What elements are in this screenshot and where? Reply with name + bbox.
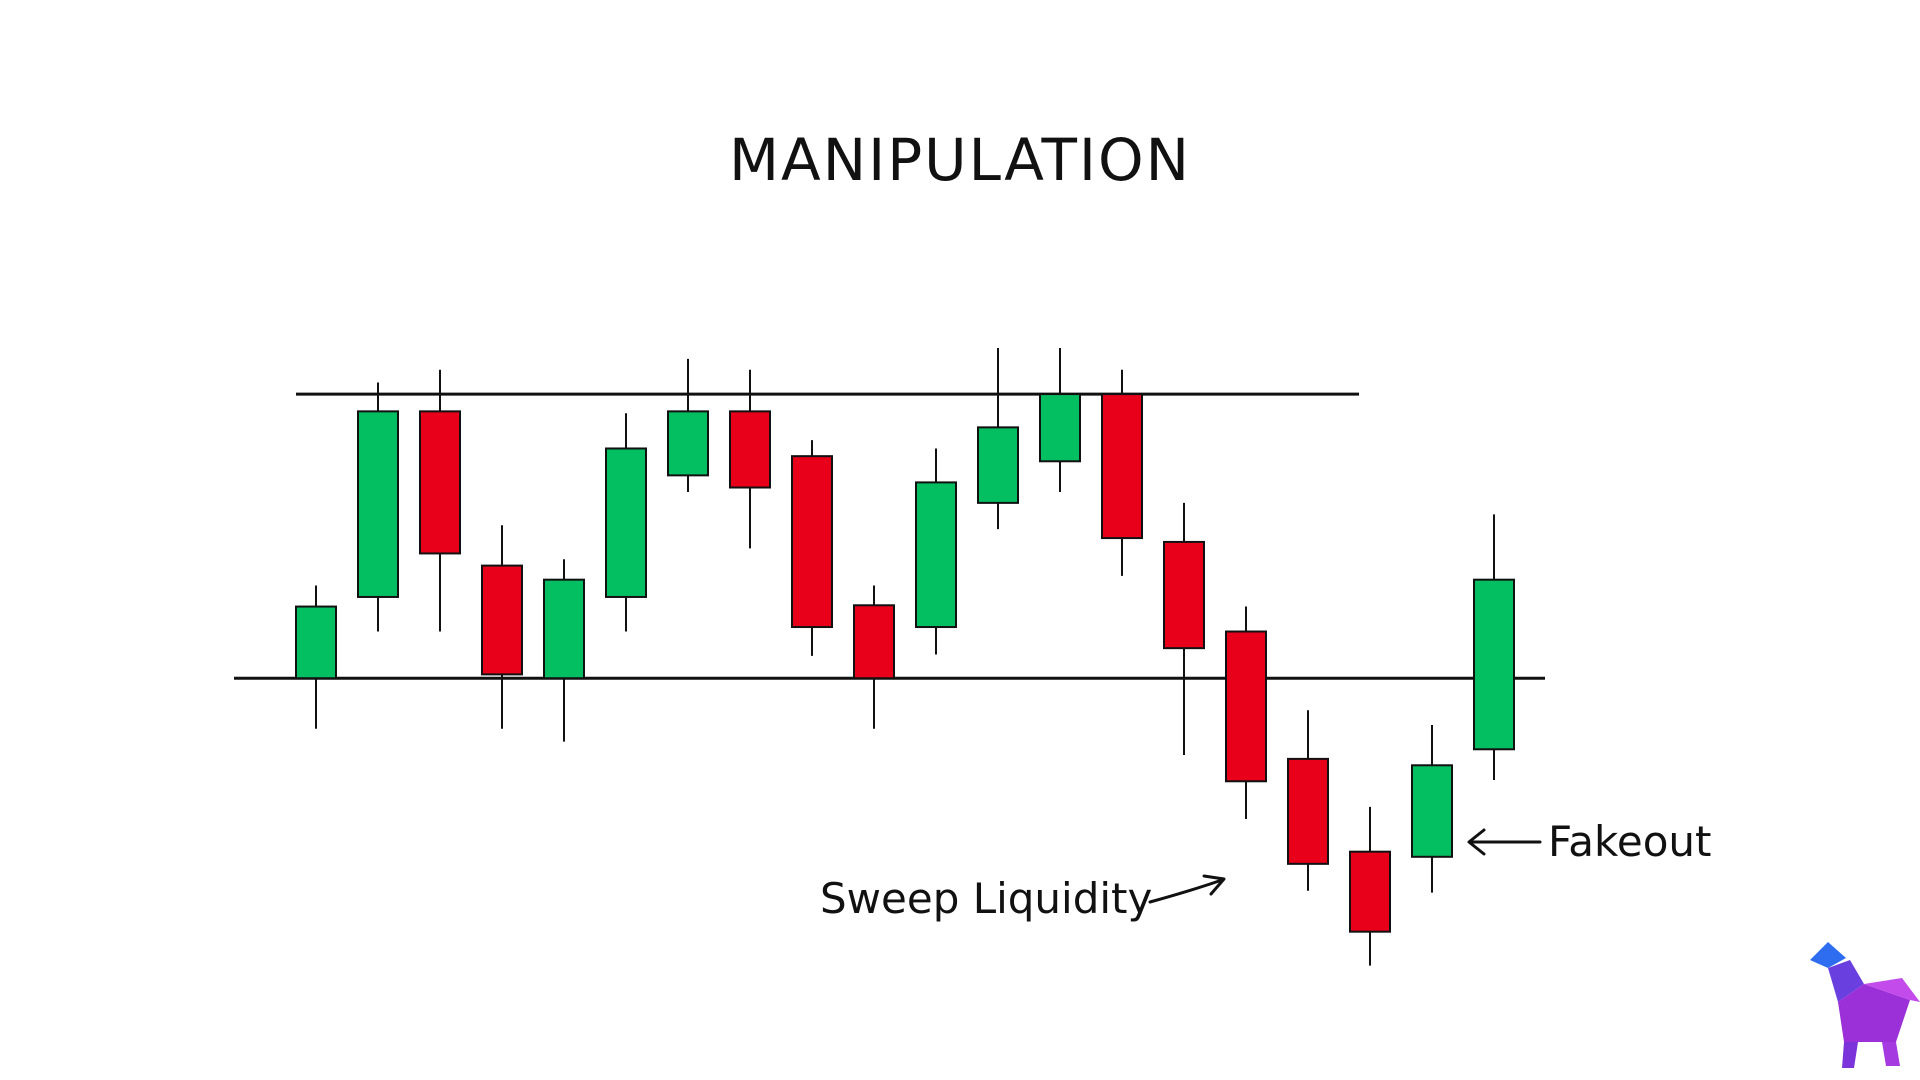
candle-body-bearish (1349, 850, 1391, 933)
candle-body-bullish (295, 605, 337, 680)
fakeout-annotation: Fakeout (1467, 817, 1712, 866)
candle-body-bearish (419, 410, 461, 555)
candle-body-bearish (1287, 757, 1329, 865)
sweep-liquidity-annotation: Sweep Liquidity (820, 874, 1226, 923)
fakeout-label: Fakeout (1548, 817, 1712, 866)
candle (791, 440, 833, 656)
candle-body-bullish (915, 481, 957, 629)
candle (481, 525, 523, 729)
candle-body-bearish (1101, 393, 1143, 540)
bull-logo-body (1838, 984, 1910, 1042)
bull-logo-horn (1810, 942, 1846, 968)
candle (1411, 724, 1453, 893)
candle-body-bullish (977, 426, 1019, 504)
candle (1039, 348, 1081, 492)
bull-logo-icon (1810, 942, 1920, 1068)
fakeout-arrow-icon (1467, 828, 1542, 856)
candles (295, 348, 1515, 966)
candle (1101, 369, 1143, 576)
candle (667, 358, 709, 492)
candle (729, 369, 771, 549)
candle (605, 413, 647, 632)
sweep-liquidity-arrow-icon (1148, 874, 1226, 904)
sweep-liquidity-label: Sweep Liquidity (820, 874, 1152, 923)
bull-logo-head (1828, 960, 1864, 1002)
candle (1473, 514, 1515, 780)
candle (357, 382, 399, 632)
bull-logo-leg (1882, 1042, 1900, 1066)
candle-body-bullish (605, 447, 647, 598)
candle (543, 559, 585, 742)
candle-body-bullish (357, 410, 399, 598)
candle (977, 348, 1019, 530)
candle-body-bullish (1039, 393, 1081, 463)
candle (419, 369, 461, 632)
candle (295, 585, 337, 729)
candle-body-bearish (853, 604, 895, 680)
candle-body-bullish (1411, 764, 1453, 858)
candle-body-bearish (791, 455, 833, 629)
bull-logo-back (1864, 978, 1920, 1002)
candle (915, 448, 957, 655)
candle (1349, 806, 1391, 966)
bull-logo-leg (1842, 1042, 1858, 1068)
candle-body-bullish (667, 410, 709, 477)
candle (1287, 710, 1329, 891)
candle-body-bullish (543, 578, 585, 680)
candle-body-bearish (481, 564, 523, 676)
candle-body-bearish (1163, 540, 1205, 650)
candle-body-bearish (1225, 630, 1267, 783)
chart-title: MANIPULATION (729, 126, 1191, 194)
candle (853, 585, 895, 729)
candle-body-bullish (1473, 578, 1515, 751)
candle (1163, 502, 1205, 756)
candle (1225, 606, 1267, 820)
candle-body-bearish (729, 410, 771, 489)
